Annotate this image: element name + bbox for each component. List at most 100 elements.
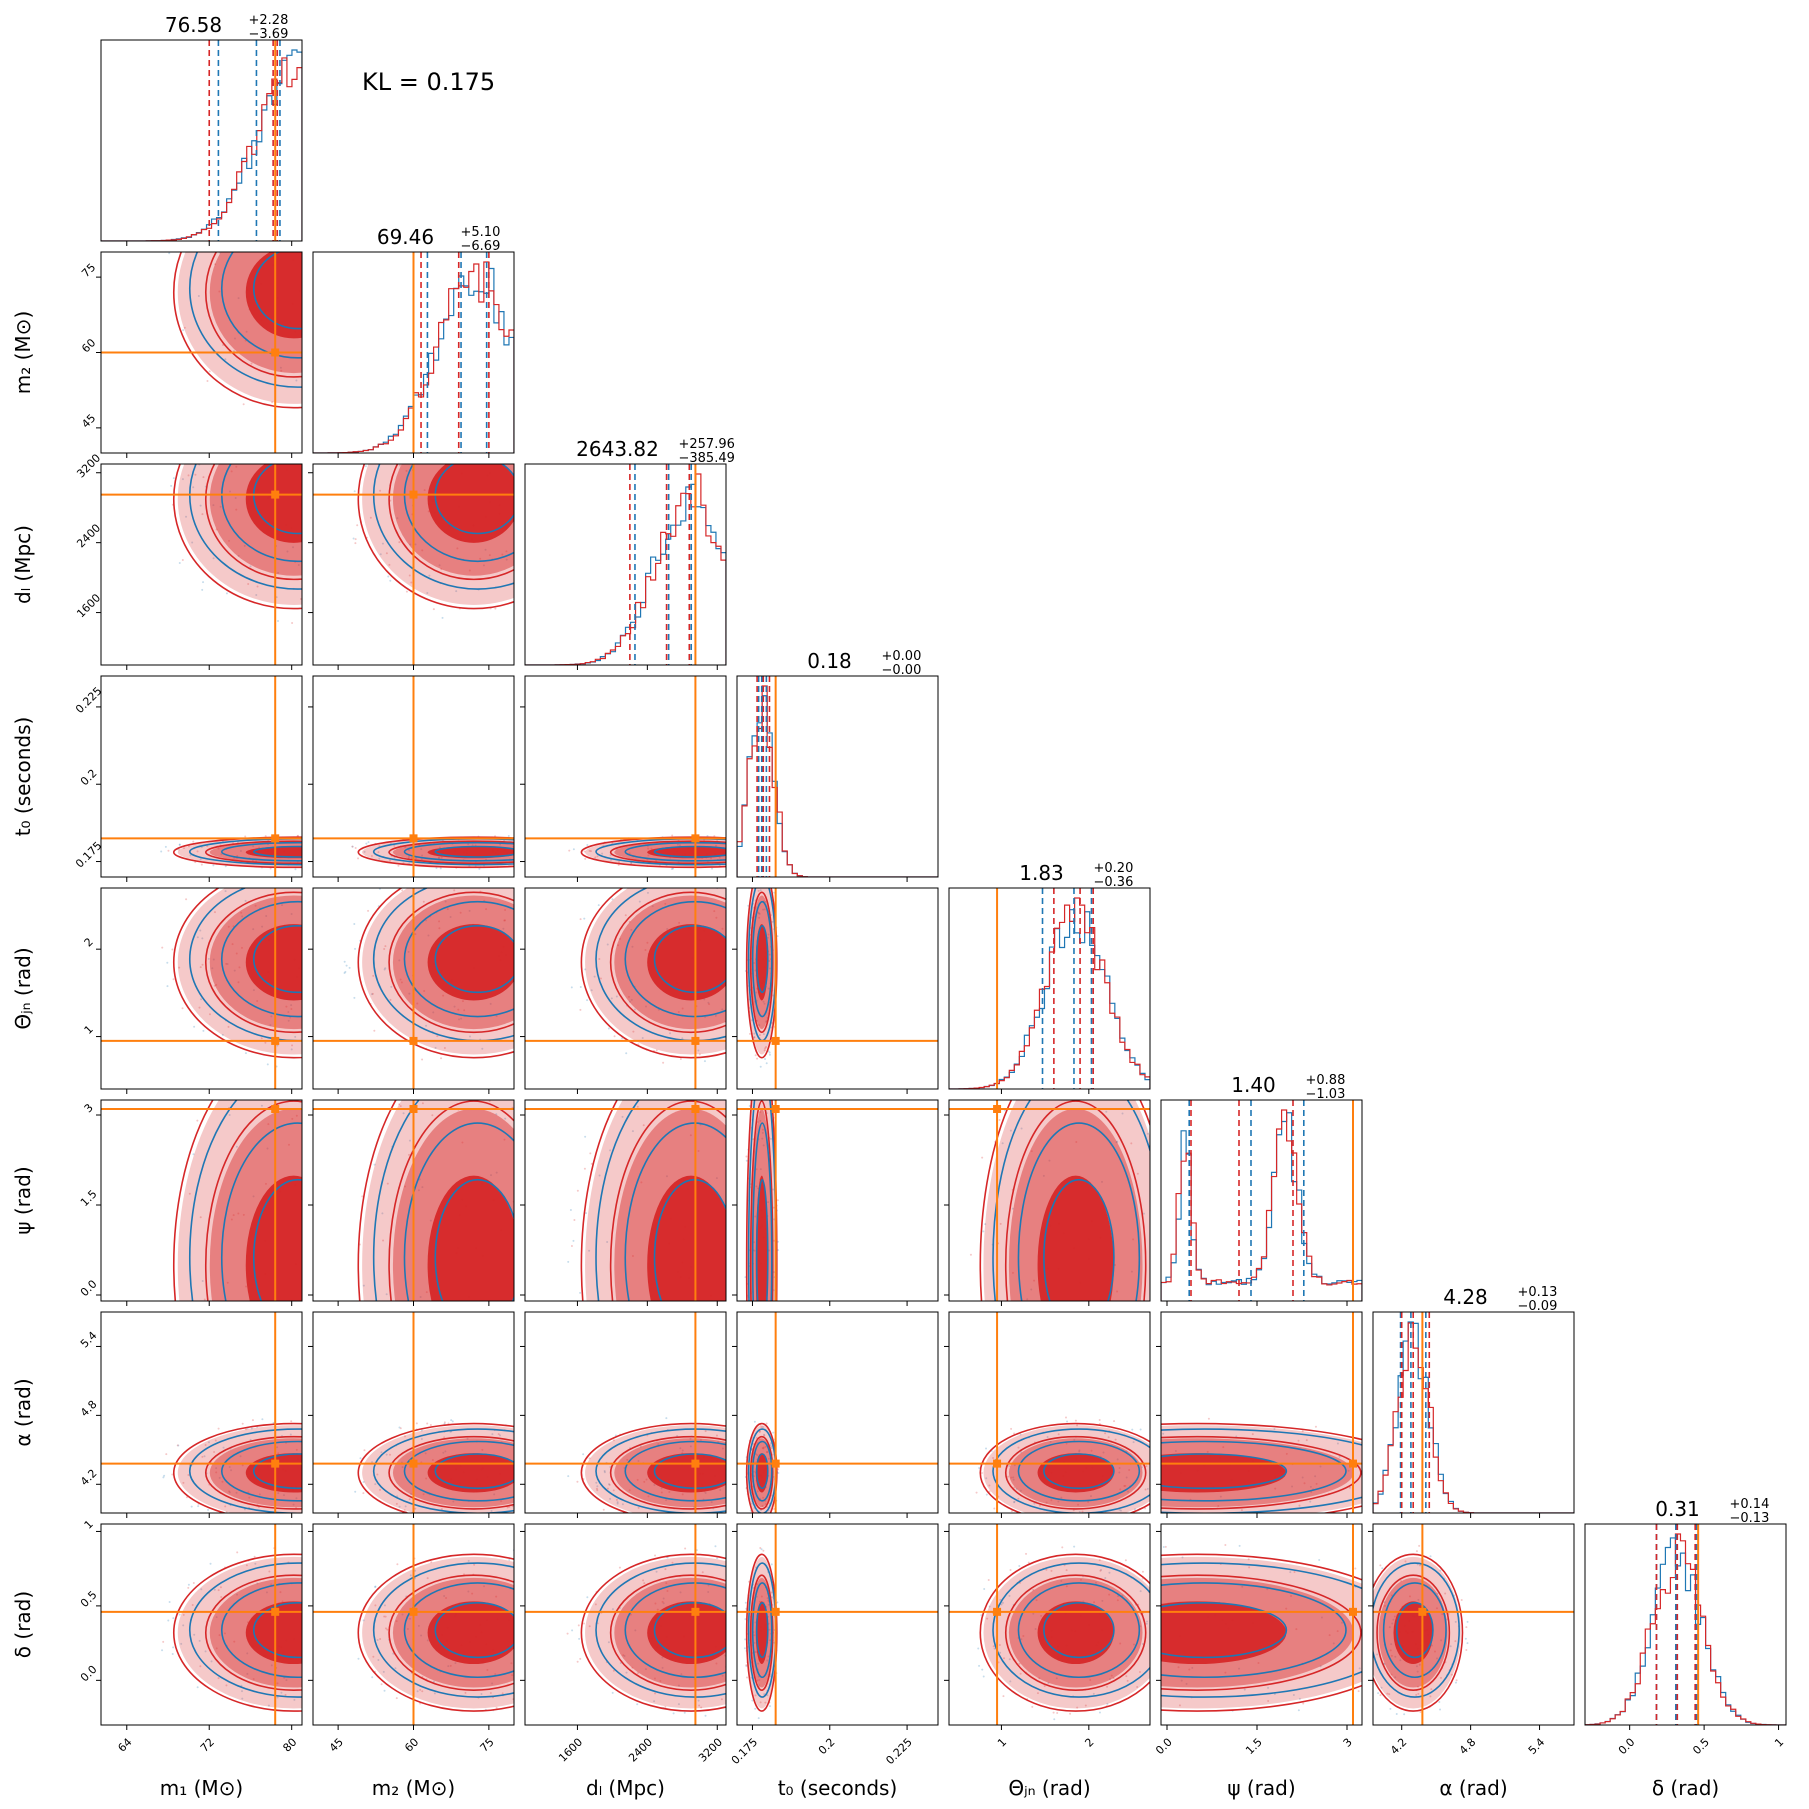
- sample-point: [408, 992, 411, 995]
- sample-point: [1078, 1449, 1081, 1452]
- sample-point: [443, 1302, 445, 1304]
- sample-point: [584, 857, 587, 860]
- sample-point: [333, 853, 335, 855]
- sample-point: [356, 1331, 358, 1333]
- sample-point: [235, 465, 238, 468]
- sample-point: [455, 1092, 457, 1094]
- contour-line-a: [755, 1453, 769, 1490]
- sample-point: [756, 852, 758, 854]
- sample-point: [1440, 1639, 1443, 1642]
- sample-point: [1415, 1693, 1418, 1696]
- sample-point: [374, 1585, 377, 1588]
- sample-point: [550, 1146, 552, 1148]
- sample-point: [349, 1318, 351, 1320]
- sample-point: [764, 1058, 767, 1061]
- sample-point: [611, 1608, 614, 1611]
- sample-point: [1119, 1488, 1122, 1491]
- sample-point: [792, 928, 794, 930]
- sample-point: [651, 905, 654, 908]
- sample-point: [453, 889, 456, 892]
- contour-line-b: [979, 1553, 1150, 1712]
- sample-point: [370, 431, 372, 433]
- sample-point: [440, 1057, 443, 1060]
- sample-point: [319, 1485, 321, 1487]
- sample-point: [738, 853, 740, 855]
- sample-point: [252, 195, 254, 197]
- sample-point: [570, 840, 572, 842]
- sample-point: [590, 467, 592, 469]
- sample-point: [364, 465, 367, 468]
- sample-point: [362, 276, 364, 278]
- sample-point: [1048, 1159, 1051, 1162]
- sample-point: [166, 961, 169, 964]
- contour-line-b: [749, 1574, 774, 1691]
- sample-point: [538, 968, 540, 970]
- sample-point: [753, 1641, 756, 1644]
- sample-point: [1347, 1469, 1350, 1472]
- sample-point: [328, 880, 330, 882]
- sample-point: [1354, 1567, 1357, 1570]
- sample-point: [387, 575, 390, 578]
- contour-fill-outer: [177, 1556, 302, 1709]
- contour-line-b: [979, 1100, 1150, 1301]
- sample-point: [770, 1563, 773, 1566]
- sample-point: [469, 437, 471, 439]
- sample-point: [280, 430, 282, 432]
- sample-point: [660, 1487, 663, 1490]
- sample-point: [1419, 1564, 1422, 1567]
- sample-point: [789, 1444, 791, 1446]
- sample-point: [794, 912, 796, 914]
- sample-point: [1182, 1251, 1184, 1253]
- sample-point: [754, 1404, 756, 1406]
- sample-point: [395, 1319, 397, 1321]
- sample-point: [467, 1559, 470, 1562]
- sample-point: [340, 1706, 342, 1708]
- sample-point: [1151, 1500, 1153, 1502]
- sample-point: [1395, 1713, 1398, 1716]
- sample-point: [1027, 1561, 1030, 1564]
- sample-point: [571, 502, 573, 504]
- sample-point: [543, 1583, 545, 1585]
- sample-point: [315, 1603, 317, 1605]
- sample-point: [164, 845, 167, 848]
- sample-point: [1336, 1630, 1339, 1633]
- sample-point: [172, 1646, 175, 1649]
- sample-point: [362, 1492, 365, 1495]
- sample-point: [756, 1679, 759, 1682]
- sample-point: [383, 336, 385, 338]
- sample-point: [212, 557, 215, 560]
- sample-point: [1057, 1500, 1060, 1503]
- sample-point: [792, 1244, 794, 1246]
- sample-point: [1379, 1694, 1382, 1697]
- sample-point: [762, 908, 765, 911]
- sample-point: [589, 850, 592, 853]
- sample-point: [408, 1617, 411, 1620]
- sample-point: [1075, 1140, 1078, 1143]
- sample-point: [1053, 1718, 1056, 1721]
- sample-point: [654, 1366, 656, 1368]
- sample-point: [689, 1445, 692, 1448]
- sample-point: [756, 1490, 759, 1493]
- sample-point: [1357, 1690, 1360, 1693]
- sample-point: [646, 941, 649, 944]
- sample-point: [277, 1492, 280, 1495]
- sample-point: [753, 1386, 755, 1388]
- sample-point: [303, 848, 305, 850]
- sample-point: [683, 1711, 686, 1714]
- y-tick-label: 4.8: [78, 1398, 100, 1420]
- sample-point: [1460, 1598, 1463, 1601]
- x-tick-label: 3: [1341, 1736, 1355, 1750]
- sample-point: [330, 1415, 332, 1417]
- sample-point: [1380, 1686, 1383, 1689]
- sample-point: [648, 1518, 650, 1520]
- sample-point: [608, 1483, 611, 1486]
- truth-marker: [271, 1036, 280, 1045]
- sample-point: [534, 907, 536, 909]
- sample-point: [289, 1433, 292, 1436]
- sample-point: [504, 1519, 506, 1521]
- sample-point: [376, 1638, 379, 1641]
- sample-point: [408, 1498, 411, 1501]
- sample-point: [767, 1655, 770, 1658]
- sample-point: [264, 1182, 267, 1185]
- sample-point: [1070, 1348, 1072, 1350]
